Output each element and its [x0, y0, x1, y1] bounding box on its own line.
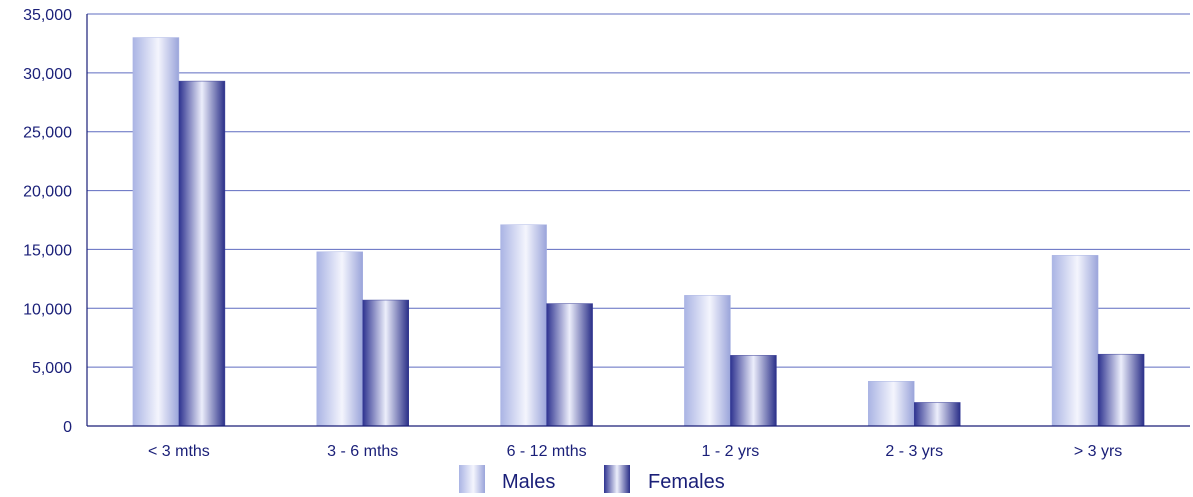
legend-label-females: Females [648, 471, 725, 493]
axes: 0 5,000 10,000 15,000 20,000 25,000 30,000 35,0… [23, 7, 1190, 460]
bars [132, 37, 1145, 427]
bar-females [914, 402, 961, 427]
y-tick-label: 30,000 [23, 66, 72, 83]
x-tick-label: 6 - 12 mths [507, 443, 587, 460]
bar-females [362, 299, 409, 427]
x-tick-label: < 3 mths [148, 443, 210, 460]
legend: Males Females [459, 465, 725, 493]
bar-males [868, 381, 915, 427]
x-tick-label: 1 - 2 yrs [702, 443, 760, 460]
bar-males [500, 224, 547, 427]
y-tick-label: 10,000 [23, 301, 72, 318]
bar-females [730, 355, 777, 427]
y-tick-label: 15,000 [23, 242, 72, 259]
x-tick-label: 3 - 6 mths [327, 443, 398, 460]
legend-swatch-females [604, 465, 630, 493]
gridlines [87, 13, 1190, 368]
bar-males [1051, 255, 1099, 427]
y-tick-label: 20,000 [23, 184, 72, 201]
bar-females [178, 80, 226, 427]
y-tick-label: 35,000 [23, 7, 72, 24]
y-tick-label: 5,000 [32, 360, 72, 377]
bar-males [132, 37, 180, 427]
bar-males [316, 251, 363, 427]
x-tick-label: > 3 yrs [1074, 443, 1122, 460]
bar-females [1097, 353, 1145, 427]
x-tick-label: 2 - 3 yrs [885, 443, 943, 460]
bar-females [546, 303, 593, 427]
legend-swatch-males [459, 465, 485, 493]
y-tick-label: 0 [63, 419, 72, 436]
legend-label-males: Males [502, 471, 555, 493]
y-tick-label: 25,000 [23, 125, 72, 142]
bar-males [684, 295, 731, 427]
